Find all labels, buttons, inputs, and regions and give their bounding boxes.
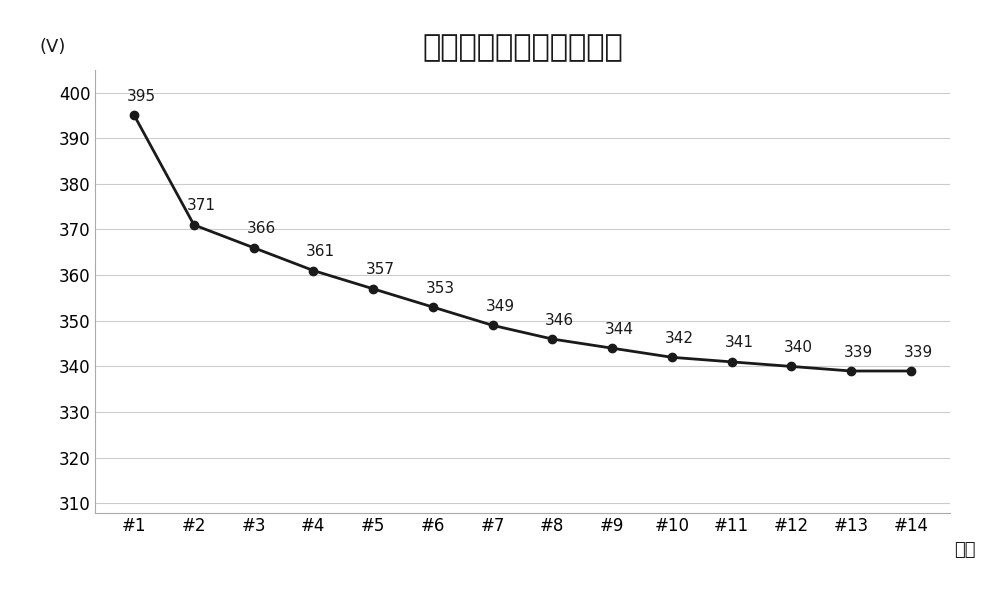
Text: 346: 346 bbox=[545, 313, 574, 327]
Text: 339: 339 bbox=[904, 345, 933, 359]
Text: 371: 371 bbox=[187, 199, 216, 213]
Text: 395: 395 bbox=[127, 89, 156, 104]
Text: 353: 353 bbox=[426, 280, 455, 296]
Text: 366: 366 bbox=[247, 221, 276, 237]
Text: 344: 344 bbox=[605, 322, 634, 337]
Text: 357: 357 bbox=[366, 263, 395, 278]
Text: (V): (V) bbox=[40, 39, 66, 56]
Text: 341: 341 bbox=[724, 336, 753, 350]
Text: 节点: 节点 bbox=[954, 541, 975, 559]
Text: 342: 342 bbox=[665, 331, 694, 346]
Title: 线路原始潮流节点电压图: 线路原始潮流节点电压图 bbox=[422, 33, 623, 62]
Text: 340: 340 bbox=[784, 340, 813, 355]
Text: 361: 361 bbox=[306, 244, 335, 259]
Text: 349: 349 bbox=[485, 299, 515, 314]
Text: 339: 339 bbox=[844, 345, 873, 359]
